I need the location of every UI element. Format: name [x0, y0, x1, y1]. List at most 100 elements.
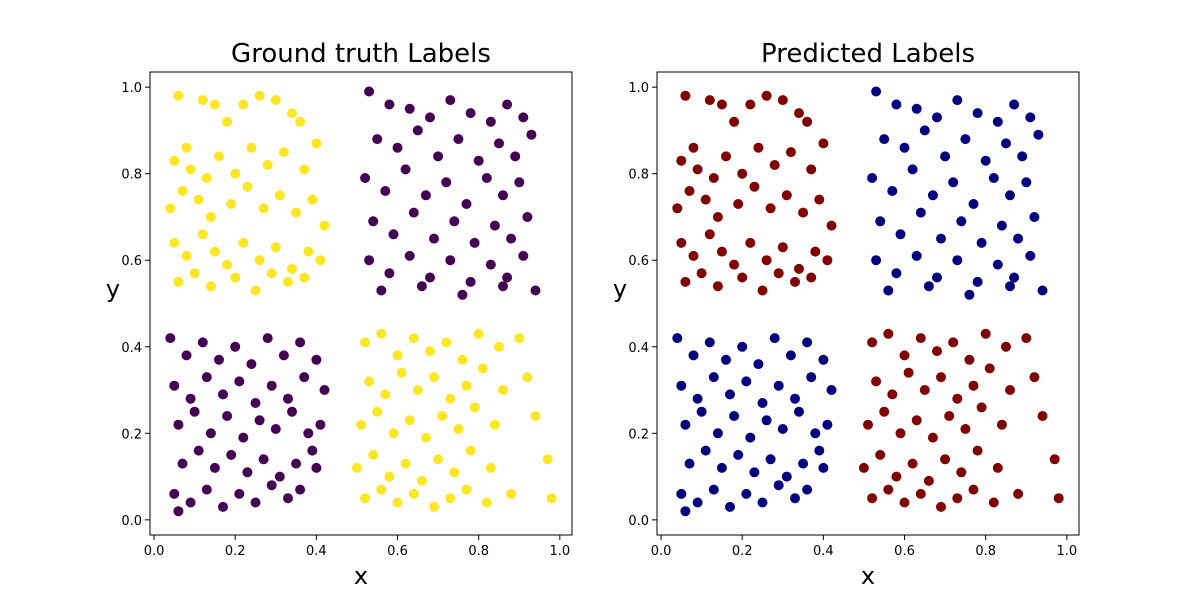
data-point — [798, 458, 809, 469]
data-point — [810, 246, 821, 257]
y-tick-label: 0.6 — [628, 254, 649, 269]
data-point — [319, 385, 330, 395]
data-point — [173, 90, 184, 101]
data-point — [453, 424, 464, 434]
data-point — [457, 354, 468, 365]
data-point — [1029, 372, 1040, 383]
data-point — [818, 138, 829, 149]
data-point — [721, 151, 731, 162]
data-point — [952, 95, 963, 106]
data-point — [396, 367, 407, 378]
data-point — [514, 177, 525, 188]
data-point — [781, 190, 792, 201]
data-point — [927, 432, 938, 443]
data-point — [315, 419, 326, 430]
data-point — [299, 372, 310, 383]
data-point — [696, 406, 707, 417]
data-point — [441, 177, 452, 188]
data-point — [392, 350, 403, 361]
data-point — [185, 497, 196, 508]
data-point — [169, 380, 180, 391]
data-point — [465, 445, 476, 456]
data-point — [173, 419, 184, 430]
data-point — [193, 194, 204, 205]
data-point — [522, 212, 533, 222]
data-point — [238, 432, 249, 443]
data-point — [372, 406, 383, 417]
data-point — [814, 445, 825, 456]
data-point — [858, 462, 869, 473]
data-point — [688, 250, 699, 261]
data-point — [992, 462, 1003, 473]
data-point — [473, 328, 484, 339]
data-point — [425, 272, 435, 283]
data-point — [270, 95, 281, 106]
data-point — [201, 173, 212, 183]
data-point — [716, 99, 727, 110]
data-point — [242, 181, 253, 192]
data-point — [274, 190, 285, 201]
data-point — [530, 411, 541, 421]
data-point — [883, 328, 894, 339]
data-point — [230, 341, 241, 352]
data-point — [692, 497, 703, 508]
data-point — [716, 462, 727, 473]
data-point — [502, 272, 513, 283]
data-point — [181, 350, 192, 361]
data-point — [676, 155, 687, 166]
data-point — [250, 497, 261, 508]
data-point — [757, 398, 768, 408]
data-point — [794, 406, 804, 417]
data-point — [262, 333, 273, 344]
data-point — [315, 255, 326, 266]
data-point — [704, 337, 715, 348]
data-point — [254, 90, 265, 101]
data-point — [518, 112, 529, 123]
data-point — [891, 471, 902, 482]
data-point — [1037, 411, 1048, 421]
data-point — [514, 333, 525, 344]
data-point — [960, 134, 971, 145]
data-point — [546, 493, 557, 504]
data-point — [952, 493, 963, 504]
data-point — [445, 255, 456, 266]
data-point — [258, 203, 269, 214]
data-point — [781, 471, 792, 482]
data-point — [696, 268, 707, 279]
x-tick-label: 1.0 — [1056, 544, 1077, 559]
data-point — [262, 160, 273, 170]
y-tick-label: 1.0 — [628, 81, 649, 96]
data-point — [425, 112, 435, 123]
data-point — [506, 233, 517, 244]
data-point — [510, 151, 521, 162]
data-point — [404, 250, 415, 261]
data-point — [952, 255, 963, 266]
data-point — [761, 90, 772, 101]
data-point — [907, 458, 918, 469]
data-point — [753, 359, 764, 370]
data-point — [283, 276, 293, 287]
data-point — [364, 86, 375, 97]
data-point — [875, 216, 886, 227]
data-point — [960, 424, 971, 434]
data-point — [802, 337, 813, 348]
data-point — [708, 484, 719, 495]
data-point — [802, 484, 813, 495]
data-point — [412, 385, 423, 395]
data-point — [518, 250, 529, 261]
data-point — [542, 454, 553, 465]
data-point — [976, 237, 987, 248]
data-point — [741, 376, 752, 387]
data-point — [818, 354, 829, 365]
data-point — [923, 281, 934, 292]
data-point — [205, 428, 216, 439]
data-point — [798, 207, 809, 218]
data-point — [169, 237, 180, 248]
data-point — [283, 493, 293, 504]
data-point — [936, 233, 946, 244]
data-point — [968, 484, 979, 495]
data-point — [996, 220, 1007, 231]
data-point — [1001, 138, 1011, 149]
data-point — [773, 380, 784, 391]
data-point — [278, 147, 289, 158]
